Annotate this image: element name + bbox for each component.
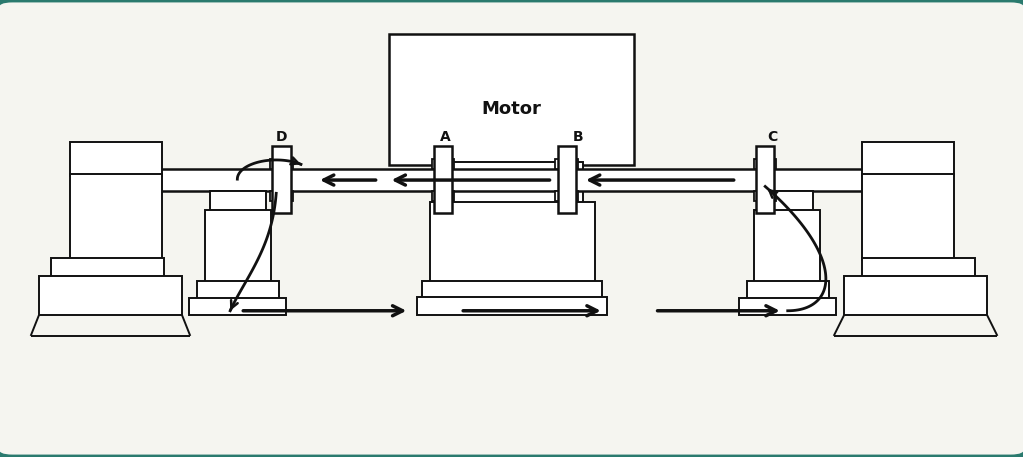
- Bar: [189, 298, 286, 315]
- Bar: [440, 162, 583, 203]
- Text: D: D: [275, 130, 287, 144]
- Bar: [432, 159, 454, 169]
- Bar: [862, 174, 954, 260]
- Bar: [39, 276, 182, 315]
- Bar: [754, 210, 820, 283]
- Bar: [70, 174, 162, 260]
- Bar: [51, 258, 164, 279]
- Bar: [754, 159, 776, 169]
- Bar: [70, 142, 162, 176]
- Bar: [270, 191, 293, 201]
- Bar: [756, 146, 774, 213]
- Bar: [558, 146, 576, 213]
- Text: C: C: [767, 130, 777, 144]
- Text: B: B: [573, 130, 583, 144]
- Bar: [862, 142, 954, 176]
- Bar: [555, 191, 578, 201]
- Bar: [434, 146, 452, 213]
- Bar: [417, 297, 607, 315]
- Bar: [389, 34, 634, 165]
- Bar: [430, 202, 595, 283]
- Bar: [757, 191, 813, 213]
- Bar: [205, 210, 271, 283]
- Bar: [754, 191, 776, 201]
- Bar: [862, 258, 975, 279]
- Bar: [739, 298, 836, 315]
- Text: Motor: Motor: [482, 100, 541, 118]
- Bar: [844, 276, 987, 315]
- Bar: [210, 191, 266, 213]
- Bar: [555, 159, 578, 169]
- Text: A: A: [440, 130, 450, 144]
- Bar: [77, 169, 946, 191]
- Bar: [747, 281, 829, 299]
- Bar: [422, 281, 602, 299]
- Bar: [197, 281, 279, 299]
- Bar: [270, 159, 293, 169]
- Bar: [432, 191, 454, 201]
- Bar: [272, 146, 291, 213]
